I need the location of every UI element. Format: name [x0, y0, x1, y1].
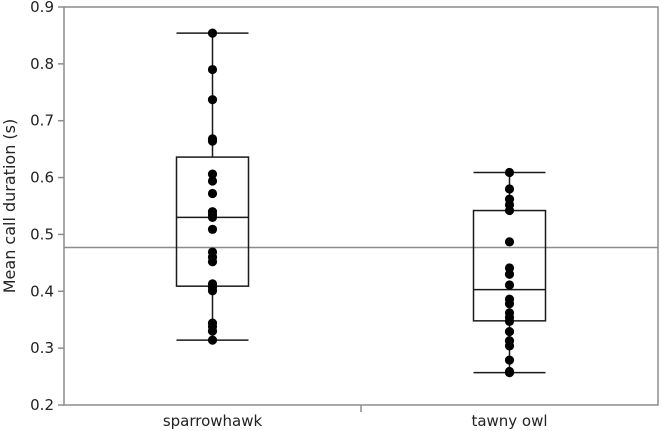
data-point: [504, 316, 515, 327]
data-point: [207, 335, 218, 345]
y-tick-label: 0.2: [30, 396, 54, 414]
data-point: [504, 269, 515, 279]
data-point: [207, 224, 218, 234]
data-point: [504, 184, 515, 194]
data-point: [207, 28, 218, 38]
y-tick-label: 0.5: [30, 225, 54, 243]
data-point: [207, 95, 218, 105]
y-tick-label: 0.8: [30, 55, 54, 73]
data-point: [504, 327, 515, 337]
box-group-sparrowhawk: [175, 28, 250, 345]
data-point: [504, 299, 515, 309]
y-tick-label: 0.6: [30, 169, 54, 187]
data-point: [504, 167, 515, 178]
data-point: [207, 212, 218, 222]
data-point: [207, 169, 218, 179]
data-point: [504, 237, 515, 247]
data-point: [207, 326, 218, 336]
data-point: [504, 341, 515, 351]
data-point: [504, 367, 515, 378]
data-point: [207, 188, 218, 199]
data-point: [504, 205, 515, 216]
y-tick-label: 0.9: [30, 0, 54, 16]
data-point: [207, 257, 218, 267]
data-point: [207, 136, 218, 146]
y-tick-label: 0.4: [30, 282, 54, 300]
data-point: [207, 176, 218, 186]
y-axis-title: Mean call duration (s): [0, 119, 19, 294]
y-tick-label: 0.7: [30, 112, 54, 130]
data-point: [504, 280, 515, 290]
data-point: [504, 355, 515, 365]
y-axis-ticks: 0.2 0.3 0.4 0.5 0.6 0.7 0.8 0.9: [30, 0, 64, 414]
x-tick-label: tawny owl: [471, 412, 547, 430]
x-axis-ticks: sparrowhawk tawny owl: [163, 405, 548, 430]
plot-frame: [63, 6, 659, 406]
x-tick-label: sparrowhawk: [163, 412, 263, 430]
data-point: [207, 286, 218, 296]
y-tick-label: 0.3: [30, 339, 54, 357]
data-point: [207, 64, 218, 75]
box-group-tawny-owl: [472, 167, 547, 378]
